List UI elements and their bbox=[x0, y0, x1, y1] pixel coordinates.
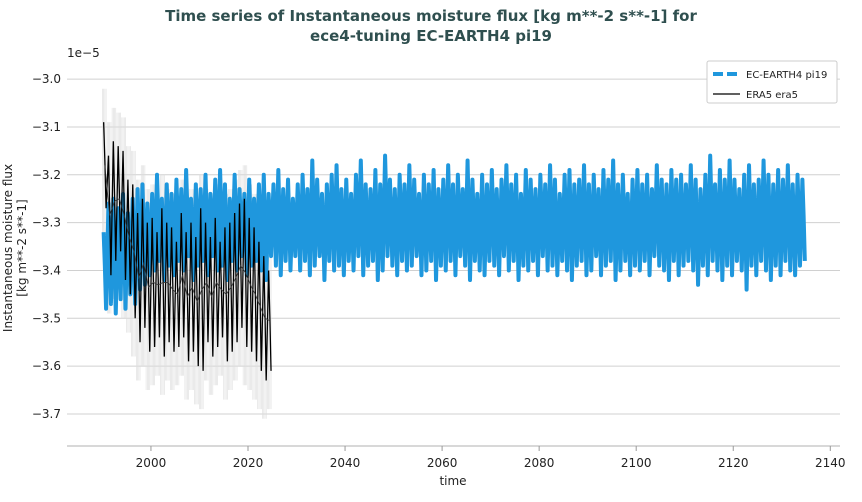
y-tick-label: −3.1 bbox=[32, 120, 61, 134]
y-axis-label-line-2: [kg m**-2 s**-1] bbox=[15, 199, 29, 296]
y-axis-label-line-1: Instantaneous moisture flux bbox=[1, 164, 15, 332]
era5-mean-line bbox=[104, 165, 271, 322]
y-tick-label: −3.0 bbox=[32, 72, 61, 86]
chart-title-line-2: ece4-tuning EC-EARTH4 pi19 bbox=[310, 27, 552, 45]
y-tick-label: −3.7 bbox=[32, 407, 61, 421]
legend: EC-EARTH4 pi19 ERA5 era5 bbox=[706, 60, 838, 104]
series-lines bbox=[101, 122, 807, 381]
series-line-era5 bbox=[102, 122, 272, 381]
legend-label-ec-earth: EC-EARTH4 pi19 bbox=[746, 70, 827, 81]
series-line-ec-earth4-pi19 bbox=[101, 153, 807, 316]
x-tick-label: 2140 bbox=[815, 456, 846, 470]
x-tick-label: 2120 bbox=[718, 456, 749, 470]
x-tick-label: 2000 bbox=[136, 456, 167, 470]
axes: −3.0 −3.1 −3.2 −3.3 −3.4 −3.5 −3.6 −3.7 2000 2020… bbox=[32, 72, 846, 470]
y-tick-label: −3.4 bbox=[32, 263, 61, 277]
x-tick-label: 2080 bbox=[524, 456, 555, 470]
chart-title-line-1: Time series of Instantaneous moisture fl… bbox=[165, 7, 697, 25]
x-tick-label: 2100 bbox=[621, 456, 652, 470]
y-tick-label: −3.6 bbox=[32, 359, 61, 373]
y-tick-label: −3.5 bbox=[32, 311, 61, 325]
legend-label-era5: ERA5 era5 bbox=[746, 90, 798, 101]
x-axis-label: time bbox=[439, 474, 466, 488]
y-multiplier-label: 1e−5 bbox=[67, 46, 100, 60]
x-tick-label: 2060 bbox=[427, 456, 458, 470]
x-tick-label: 2040 bbox=[330, 456, 361, 470]
y-tick-label: −3.2 bbox=[32, 168, 61, 182]
y-tick-label: −3.3 bbox=[32, 216, 61, 230]
x-tick-label: 2020 bbox=[233, 456, 264, 470]
